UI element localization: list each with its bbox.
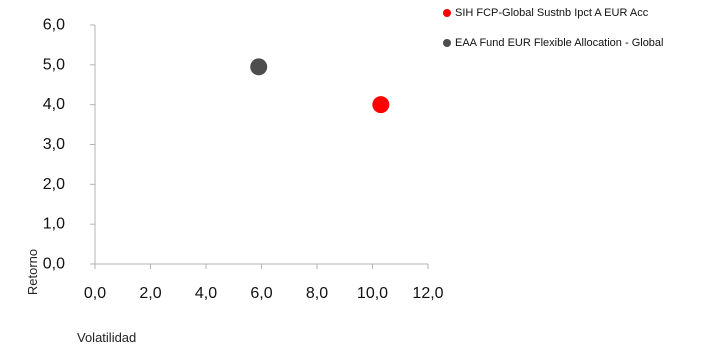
y-tick-label: 4,0	[43, 96, 65, 113]
y-tick-label: 5,0	[43, 56, 65, 73]
x-tick-label: 10,0	[357, 285, 388, 302]
x-axis-title: Volatilidad	[77, 330, 136, 345]
x-tick-label: 4,0	[195, 285, 217, 302]
x-tick-label: 12,0	[412, 285, 443, 302]
legend-marker-category	[443, 39, 451, 47]
y-tick-label: 2,0	[43, 176, 65, 193]
legend-label-category: EAA Fund EUR Flexible Allocation - Globa…	[455, 37, 664, 49]
legend-marker-fund	[443, 9, 451, 17]
y-tick-label: 6,0	[43, 17, 65, 34]
legend-item-fund: SIH FCP-Global Sustnb Ipct A EUR Acc	[443, 6, 664, 20]
legend-item-category: EAA Fund EUR Flexible Allocation - Globa…	[443, 36, 664, 50]
y-tick-label: 3,0	[43, 136, 65, 153]
chart-points	[250, 58, 389, 113]
y-tick-label: 1,0	[43, 216, 65, 233]
scatter-point-0	[372, 96, 389, 113]
legend-label-fund: SIH FCP-Global Sustnb Ipct A EUR Acc	[455, 7, 648, 19]
x-tick-label: 8,0	[306, 285, 328, 302]
chart-ticks: 0,0 1,0 2,0 3,0 4,0 5,0 6,0 0,0 2,0 4,0 6,0 8,0 10,0…	[43, 17, 444, 303]
y-axis-title: Retorno	[25, 249, 40, 295]
x-tick-label: 2,0	[139, 285, 161, 302]
y-tick-label: 0,0	[43, 256, 65, 273]
chart-legend: SIH FCP-Global Sustnb Ipct A EUR Acc EAA…	[443, 6, 664, 66]
x-tick-label: 0,0	[84, 285, 106, 302]
scatter-point-1	[250, 58, 267, 75]
x-tick-label: 6,0	[250, 285, 272, 302]
